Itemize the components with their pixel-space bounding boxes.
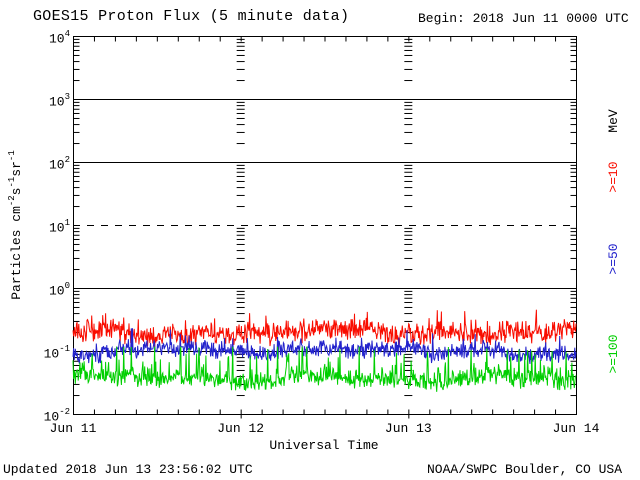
y-axis-title: Particles cm-2s-1sr-1 [7,65,25,385]
channel-label-ge50: >=50 [606,243,621,275]
x-tick-label-jun-13: Jun 13 [384,421,432,436]
y-tick-label-10e-1: 10-1 [43,344,70,362]
y-tick-label-10e2: 102 [48,155,70,173]
y-axis-title-text: Particles cm-2s-1sr-1 [7,150,25,300]
begin-timestamp: Begin: 2018 Jun 11 0000 UTC [418,11,629,26]
x-axis-title: Universal Time [269,438,379,453]
y-tick-label-10e-2: 10-2 [43,407,70,425]
flux-trace-100 [72,346,577,392]
source-attribution: NOAA/SWPC Boulder, CO USA [427,462,623,477]
x-tick-label-jun-12: Jun 12 [217,421,265,436]
y-tick-label-10e0: 100 [48,281,70,299]
flux-trace-50 [72,328,577,364]
chart-title: GOES15 Proton Flux (5 minute data) [33,8,350,25]
x-tick-label-jun-11: Jun 11 [49,421,97,436]
y-tick-label-10e4: 104 [48,29,70,47]
y-tick-label-10e1: 101 [48,218,70,236]
channel-label-ge100: >=100 [606,334,621,374]
y-tick-label-10e3: 103 [48,92,70,110]
updated-timestamp: Updated 2018 Jun 13 23:56:02 UTC [3,462,253,477]
x-tick-label-jun-14: Jun 14 [552,421,600,436]
flux-trace-10 [72,309,577,348]
